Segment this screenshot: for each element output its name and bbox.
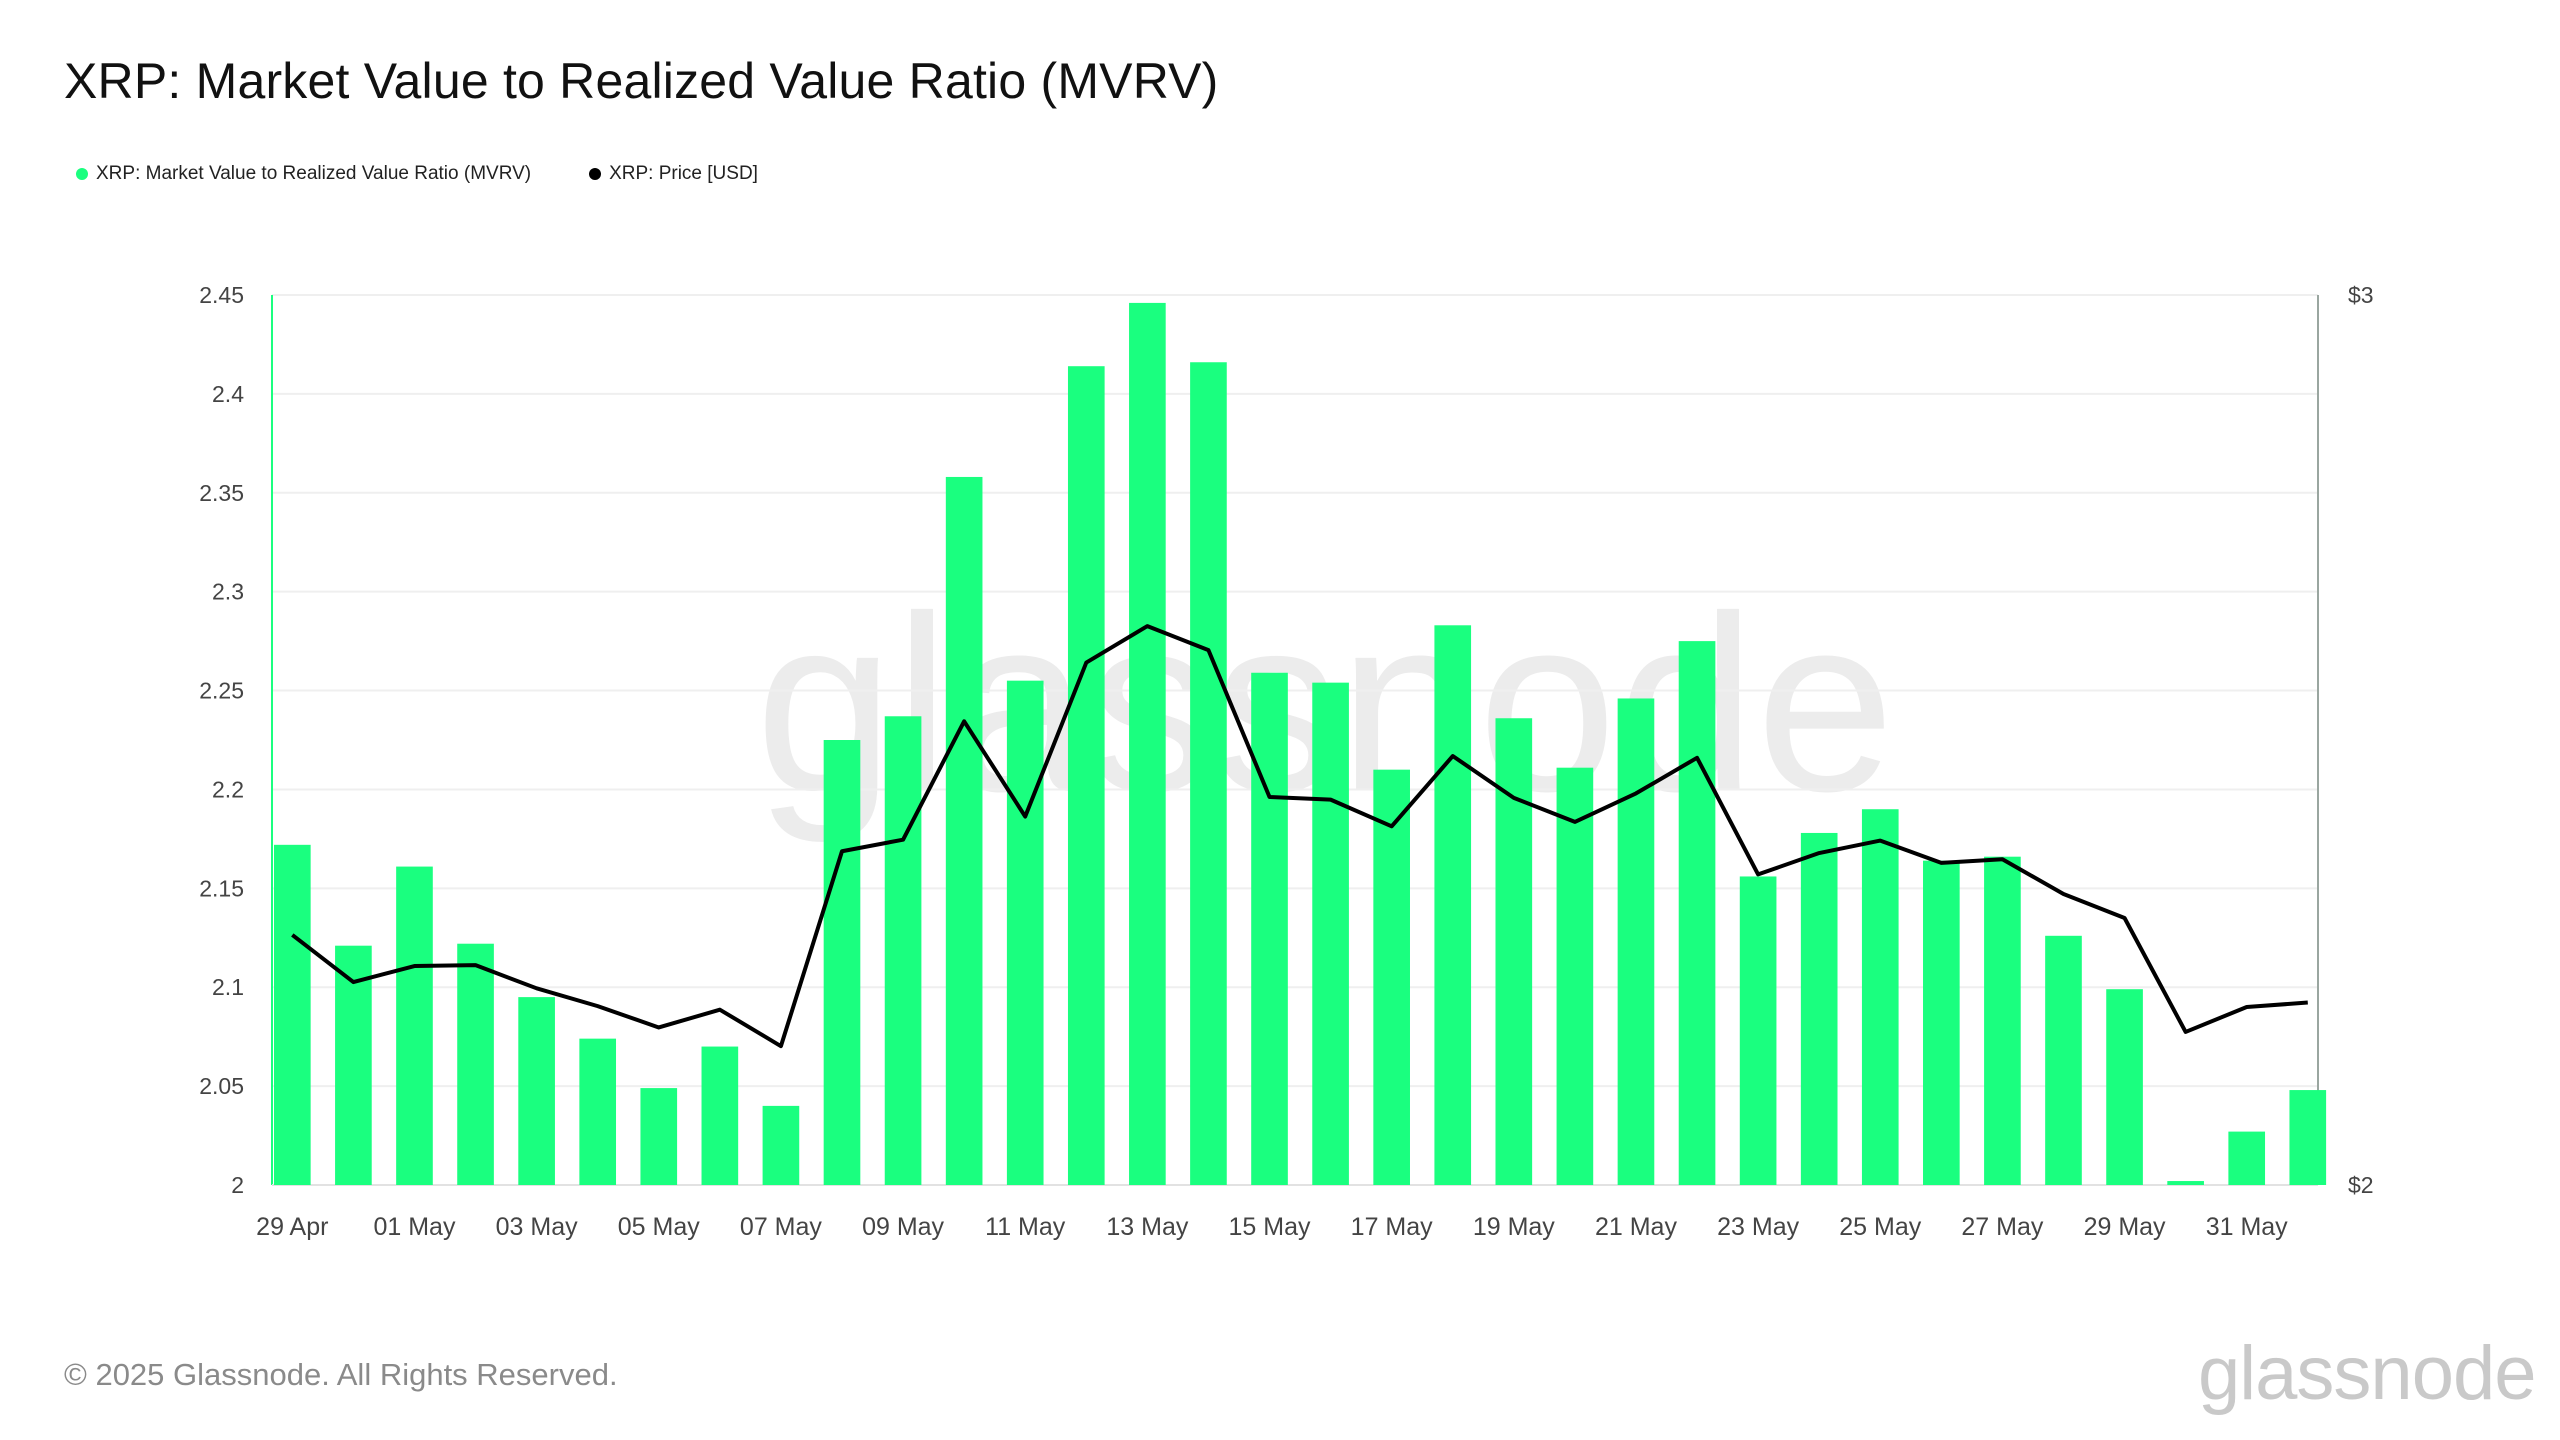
mvrv-bar: [274, 844, 311, 1185]
mvrv-bar: [884, 716, 922, 1185]
y-left-tick-label: 2: [231, 1172, 244, 1198]
y-left-tick-label: 2.05: [199, 1073, 244, 1099]
legend-label-mvrv: XRP: Market Value to Realized Value Rati…: [96, 163, 532, 184]
mvrv-bar: [1190, 362, 1227, 1185]
mvrv-bar: [1434, 625, 1472, 1185]
x-tick-label: 29 Apr: [256, 1213, 328, 1241]
x-tick-label: 09 May: [862, 1213, 944, 1241]
mvrv-bar: [2289, 1090, 2327, 1185]
x-tick-label: 11 May: [985, 1213, 1066, 1241]
y-right-tick-label: $3: [2348, 282, 2374, 308]
mvrv-bar: [2045, 935, 2082, 1185]
mvrv-bar: [1923, 860, 1960, 1185]
y-left-tick-label: 2.15: [199, 875, 244, 901]
mvrv-bar: [579, 1038, 617, 1185]
x-tick-label: 25 May: [1839, 1213, 1921, 1241]
x-tick-label: 31 May: [2206, 1213, 2288, 1241]
x-tick-label: 29 May: [2084, 1213, 2166, 1241]
chart-title: XRP: Market Value to Realized Value Rati…: [64, 53, 1219, 109]
mvrv-bar: [1251, 672, 1288, 1185]
legend-item-price[interactable]: XRP: Price [USD]: [589, 163, 758, 185]
legend-marker-price: [589, 168, 602, 180]
x-tick-label: 27 May: [1961, 1213, 2043, 1241]
y-left-tick-label: 2.4: [212, 381, 244, 407]
x-tick-label: 03 May: [496, 1213, 578, 1241]
mvrv-bar: [1617, 698, 1655, 1185]
mvrv-bar: [335, 945, 372, 1185]
y-right-tick-label: $2: [2348, 1172, 2374, 1198]
legend-label-price: XRP: Price [USD]: [609, 163, 758, 184]
y-left-tick-label: 2.3: [212, 579, 244, 605]
mvrv-bar: [823, 740, 861, 1185]
mvrv-bar: [457, 943, 494, 1185]
mvrv-bar: [1556, 767, 1594, 1185]
y-left-tick-label: 2.1: [212, 974, 244, 1000]
x-tick-label: 23 May: [1717, 1213, 1799, 1241]
mvrv-bar: [701, 1046, 739, 1185]
mvrv-bar: [2228, 1131, 2266, 1185]
chart-legend: XRP: Market Value to Realized Value Rati…: [76, 163, 816, 185]
mvrv-bar: [396, 866, 433, 1185]
mvrv-bar: [1006, 680, 1044, 1185]
mvrv-bar: [2167, 1181, 2204, 1185]
mvrv-bar: [2106, 989, 2143, 1185]
brand-logo: glassnode: [2198, 1331, 2536, 1416]
y-left-tick-label: 2.35: [199, 480, 244, 506]
copyright-notice: © 2025 Glassnode. All Rights Reserved.: [64, 1357, 618, 1392]
mvrv-bar: [1984, 856, 2021, 1185]
x-tick-label: 15 May: [1229, 1213, 1311, 1241]
mvrv-bar: [1312, 682, 1349, 1185]
mvrv-bar: [1067, 366, 1105, 1185]
x-tick-label: 01 May: [373, 1213, 455, 1241]
mvrv-bar: [518, 997, 555, 1185]
x-tick-label: 13 May: [1106, 1213, 1188, 1241]
x-tick-label: 07 May: [740, 1213, 822, 1241]
mvrv-bar: [1678, 641, 1716, 1185]
x-tick-label: 05 May: [618, 1213, 700, 1241]
x-tick-label: 17 May: [1351, 1213, 1433, 1241]
legend-marker-mvrv: [76, 168, 88, 180]
x-tick-label: 19 May: [1473, 1213, 1555, 1241]
mvrv-bar: [1739, 876, 1777, 1185]
legend-item-mvrv[interactable]: XRP: Market Value to Realized Value Rati…: [76, 163, 531, 185]
mvrv-bar: [640, 1088, 678, 1185]
mvrv-bar: [1373, 769, 1410, 1185]
x-tick-label: 21 May: [1595, 1213, 1677, 1241]
mvrv-bar: [762, 1105, 800, 1185]
mvrv-bar: [1861, 809, 1899, 1185]
mvrv-bar: [1129, 302, 1166, 1185]
mvrv-bar: [945, 476, 983, 1185]
y-left-tick-label: 2.2: [212, 776, 244, 802]
mvrv-bar: [1800, 832, 1838, 1185]
y-left-tick-label: 2.45: [199, 282, 244, 308]
price-line: [291, 624, 2308, 1049]
y-left-tick-label: 2.25: [199, 678, 244, 704]
